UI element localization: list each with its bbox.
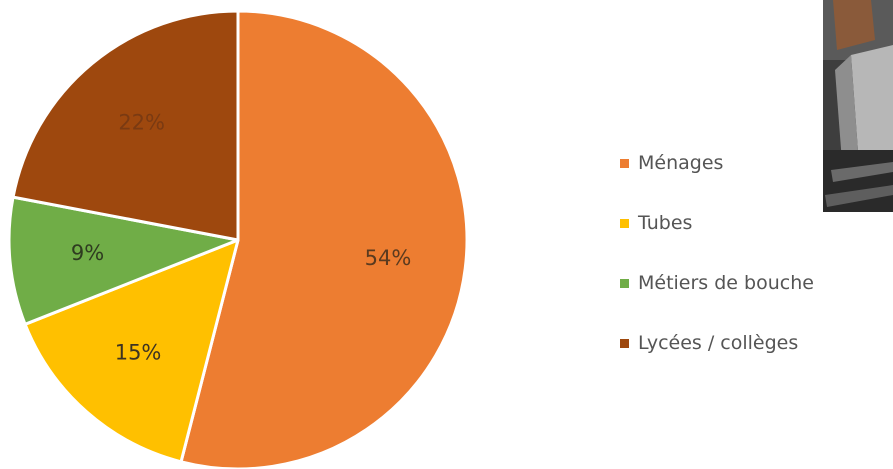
data-label-menages: 54% — [365, 246, 412, 270]
photo-of-container — [823, 0, 893, 225]
legend-item-tubes: Tubes — [620, 208, 814, 238]
legend-item-metiers-de-bouche: Métiers de bouche — [620, 268, 814, 298]
pie-slice-lycees-colleges — [11, 9, 240, 242]
legend-swatch-lycees-colleges — [620, 338, 629, 348]
pie-chart: 54% 15% 9% 22% — [7, 9, 469, 469]
legend-swatch-tubes — [620, 218, 629, 228]
legend-swatch-metiers-de-bouche — [620, 278, 629, 288]
legend-label-lycees-colleges: Lycées / collèges — [638, 332, 799, 354]
legend-item-menages: Ménages — [620, 148, 814, 178]
pie-slice-menages — [179, 9, 469, 469]
legend-label-metiers-de-bouche: Métiers de bouche — [638, 272, 814, 294]
legend-swatch-menages — [620, 158, 629, 168]
pie-slices — [7, 9, 469, 469]
chart-legend: Ménages Tubes Métiers de bouche Lycées /… — [620, 148, 814, 388]
pie-slice-tubes — [23, 238, 240, 464]
data-label-lycees-colleges: 22% — [118, 111, 165, 135]
data-label-tubes: 15% — [115, 340, 162, 364]
legend-label-tubes: Tubes — [638, 212, 693, 234]
data-label-metiers-de-bouche: 9% — [71, 241, 104, 265]
pie-data-labels: 54% 15% 9% 22% — [71, 111, 411, 365]
pie-slice-metiers-de-bouche — [7, 195, 240, 326]
legend-label-menages: Ménages — [638, 152, 724, 174]
legend-item-lycees-colleges: Lycées / collèges — [620, 328, 814, 358]
